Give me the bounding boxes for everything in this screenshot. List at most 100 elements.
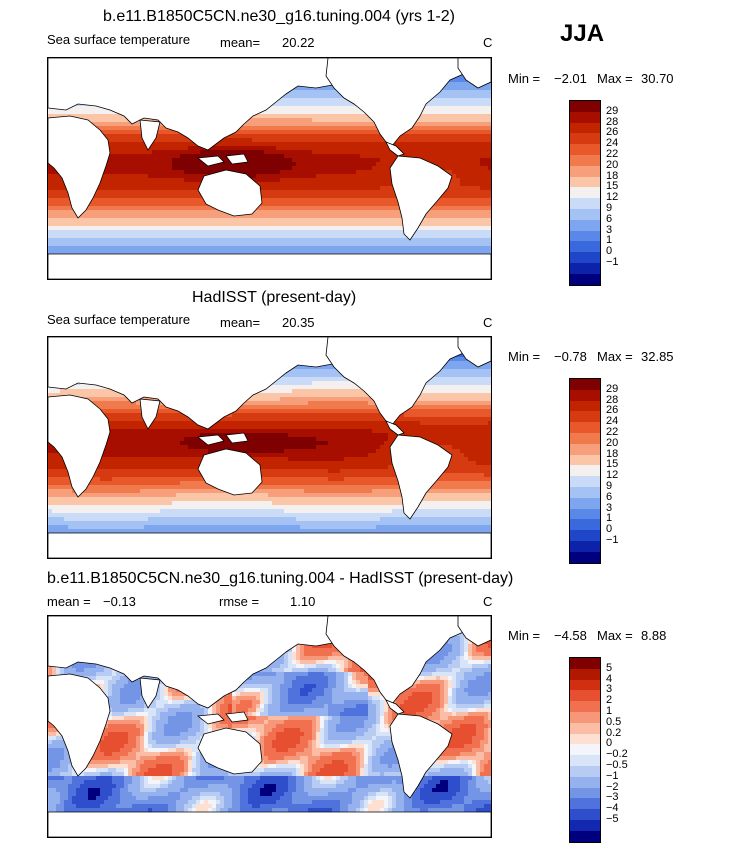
panel3-min-label: Min = bbox=[508, 628, 541, 643]
land-mass bbox=[389, 155, 453, 241]
land-mass bbox=[389, 713, 453, 799]
panel2-min-value: −0.78 bbox=[554, 349, 587, 364]
panel2-min-label: Min = bbox=[508, 349, 541, 364]
panel3-min-value: −4.58 bbox=[554, 628, 587, 643]
panel3-max-value: 8.88 bbox=[641, 628, 667, 643]
colorbar-swatch bbox=[570, 198, 600, 209]
land-mass bbox=[196, 153, 249, 167]
colorbar-swatch bbox=[570, 733, 600, 745]
colorbar-level-label: −2 bbox=[606, 780, 619, 793]
colorbar-level-label: 29 bbox=[606, 382, 619, 395]
colorbar-level-label: 1 bbox=[606, 234, 613, 247]
colorbar-swatch bbox=[570, 144, 600, 155]
colorbar-level-label: 1 bbox=[606, 705, 613, 717]
season-label: JJA bbox=[560, 20, 605, 47]
colorbar-level-label: 28 bbox=[606, 393, 619, 406]
continent-outlines bbox=[48, 616, 491, 837]
land-mass bbox=[385, 141, 405, 157]
colorbar-swatch bbox=[570, 497, 600, 509]
continent-outlines bbox=[48, 337, 491, 558]
panel3-max-label: Max = bbox=[597, 628, 633, 643]
colorbar-swatch bbox=[570, 711, 600, 723]
land-mass bbox=[457, 616, 491, 647]
panel1-map bbox=[47, 57, 492, 280]
colorbar-swatch bbox=[570, 701, 600, 712]
colorbar-level-label: 9 bbox=[606, 202, 613, 214]
colorbar-level-label: −0.2 bbox=[606, 748, 628, 761]
colorbar-swatch bbox=[570, 241, 600, 253]
colorbar-level-label: 26 bbox=[606, 404, 619, 417]
panel2-max-value: 32.85 bbox=[641, 349, 674, 364]
panel1-min-value: −2.01 bbox=[554, 71, 587, 86]
land-mass bbox=[139, 398, 161, 430]
panel1-units: C bbox=[483, 35, 493, 50]
colorbar-level-label: 12 bbox=[606, 191, 619, 204]
colorbar-level-label: 26 bbox=[606, 126, 619, 139]
colorbar-swatch bbox=[570, 443, 600, 455]
colorbar-level-label: 18 bbox=[606, 169, 619, 182]
panel1-max-label: Max = bbox=[597, 71, 633, 86]
panel3-map bbox=[47, 615, 492, 838]
land-mass bbox=[48, 253, 491, 279]
colorbar-swatch bbox=[570, 454, 600, 466]
panel1-min-label: Min = bbox=[508, 71, 541, 86]
colorbar-level-label: 3 bbox=[606, 501, 613, 514]
colorbar-swatch bbox=[570, 658, 600, 669]
panel1-title: b.e11.B1850C5CN.ne30_g16.tuning.004 (yrs… bbox=[103, 8, 455, 25]
colorbar-swatch bbox=[570, 411, 600, 423]
colorbar-swatch bbox=[570, 219, 600, 231]
panel2-colorbar bbox=[569, 378, 601, 564]
panel3-colorbar bbox=[569, 657, 601, 843]
colorbar-level-label: −5 bbox=[606, 813, 619, 825]
colorbar-level-label: −1 bbox=[606, 534, 619, 546]
land-mass bbox=[197, 727, 263, 775]
land-mass bbox=[139, 119, 161, 151]
panel1-mean-value: 20.22 bbox=[282, 35, 315, 50]
colorbar-level-label: 24 bbox=[606, 415, 619, 428]
panel2-mean-label: mean= bbox=[220, 315, 261, 330]
colorbar-swatch bbox=[570, 530, 600, 541]
colorbar-swatch bbox=[570, 176, 600, 188]
colorbar-swatch bbox=[570, 252, 600, 263]
colorbar-level-label: 0 bbox=[606, 737, 613, 750]
land-mass bbox=[197, 169, 263, 217]
colorbar-swatch bbox=[570, 819, 600, 831]
colorbar-level-label: −0.5 bbox=[606, 759, 628, 771]
land-mass bbox=[139, 677, 161, 709]
panel3-units: C bbox=[483, 594, 493, 609]
panel3-title: b.e11.B1850C5CN.ne30_g16.tuning.004 - Ha… bbox=[47, 570, 514, 587]
colorbar-level-label: 1 bbox=[606, 512, 613, 525]
continent-outlines bbox=[48, 58, 491, 279]
colorbar-swatch bbox=[570, 262, 600, 274]
colorbar-level-label: 0 bbox=[606, 523, 613, 536]
colorbar-level-label: 20 bbox=[606, 436, 619, 449]
colorbar-level-label: 4 bbox=[606, 672, 613, 685]
colorbar-swatch bbox=[570, 476, 600, 487]
colorbar-swatch bbox=[570, 230, 600, 242]
panel2-max-label: Max = bbox=[597, 349, 633, 364]
land-mass bbox=[389, 434, 453, 520]
colorbar-level-label: 18 bbox=[606, 447, 619, 460]
colorbar-level-label: 15 bbox=[606, 180, 619, 193]
panel1-variable: Sea surface temperature bbox=[47, 32, 191, 47]
colorbar-level-label: −1 bbox=[606, 769, 619, 782]
colorbar-swatch bbox=[570, 830, 600, 842]
land-mass bbox=[196, 432, 249, 446]
colorbar-swatch bbox=[570, 508, 600, 520]
colorbar-level-label: −3 bbox=[606, 791, 619, 804]
colorbar-swatch bbox=[570, 465, 600, 477]
colorbar-swatch bbox=[570, 165, 600, 177]
colorbar-level-label: 5 bbox=[606, 661, 613, 674]
land-mass bbox=[457, 58, 491, 89]
colorbar-level-label: 29 bbox=[606, 104, 619, 117]
colorbar-swatch bbox=[570, 690, 600, 702]
colorbar-level-label: −4 bbox=[606, 802, 619, 815]
colorbar-swatch bbox=[570, 122, 600, 134]
colorbar-swatch bbox=[570, 540, 600, 552]
land-mass bbox=[385, 699, 405, 715]
land-mass bbox=[48, 673, 111, 777]
colorbar-level-label: −1 bbox=[606, 256, 619, 268]
panel2-variable: Sea surface temperature bbox=[47, 312, 191, 327]
colorbar-swatch bbox=[570, 744, 600, 756]
colorbar-swatch bbox=[570, 809, 600, 820]
